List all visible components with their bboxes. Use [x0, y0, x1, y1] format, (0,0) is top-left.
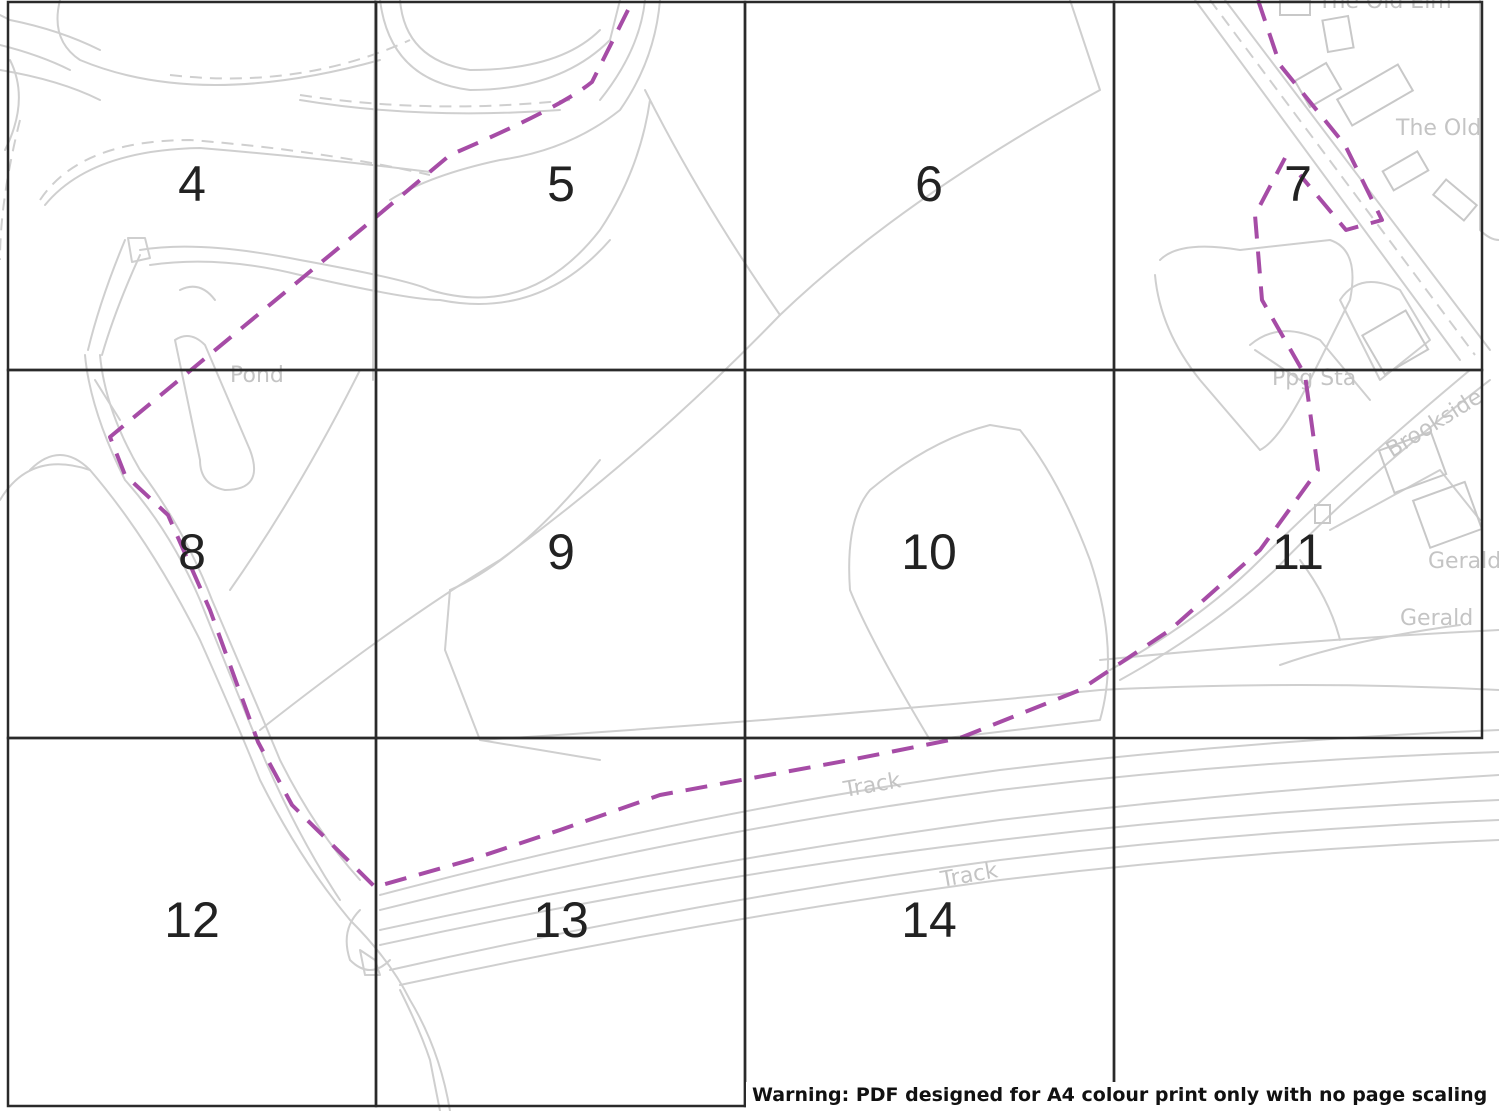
print-warning: Warning: PDF designed for A4 colour prin…	[746, 1082, 1487, 1108]
place-label-old-elm: The Old Elm	[1317, 0, 1452, 14]
site-boundary-spur	[1256, 0, 1384, 232]
place-label-the-old: The Old	[1395, 116, 1481, 141]
tile-number-13: 13	[533, 892, 589, 948]
site-boundary-line	[108, 9, 1320, 889]
tile-number-11: 11	[1272, 524, 1324, 580]
place-label-gerald-2: Gerald	[1400, 606, 1473, 631]
buildings	[1279, 0, 1484, 550]
tile-number-5: 5	[547, 156, 575, 212]
tile-number-10: 10	[901, 524, 957, 580]
place-label-pond: Pond	[230, 363, 284, 388]
tile-number-4: 4	[178, 156, 206, 212]
tile-11[interactable]	[1112, 368, 1484, 740]
site-boundary	[108, 0, 1384, 889]
tile-numbers: 4 5 6 7 8 9 10 11 12 13 14	[164, 156, 1324, 948]
tile-number-12: 12	[164, 892, 220, 948]
tile-number-9: 9	[547, 524, 575, 580]
tile-number-7: 7	[1284, 156, 1312, 212]
tile-number-14: 14	[901, 892, 957, 948]
place-label-track-2: Track	[938, 858, 1000, 893]
place-label-brookside: Brookside	[1382, 384, 1487, 463]
tile-grid	[6, 0, 1484, 1108]
tile-number-6: 6	[915, 156, 943, 212]
place-label-track-1: Track	[841, 768, 903, 803]
tile-number-8: 8	[178, 524, 206, 580]
place-label-gerald-1: Gerald	[1428, 549, 1499, 574]
